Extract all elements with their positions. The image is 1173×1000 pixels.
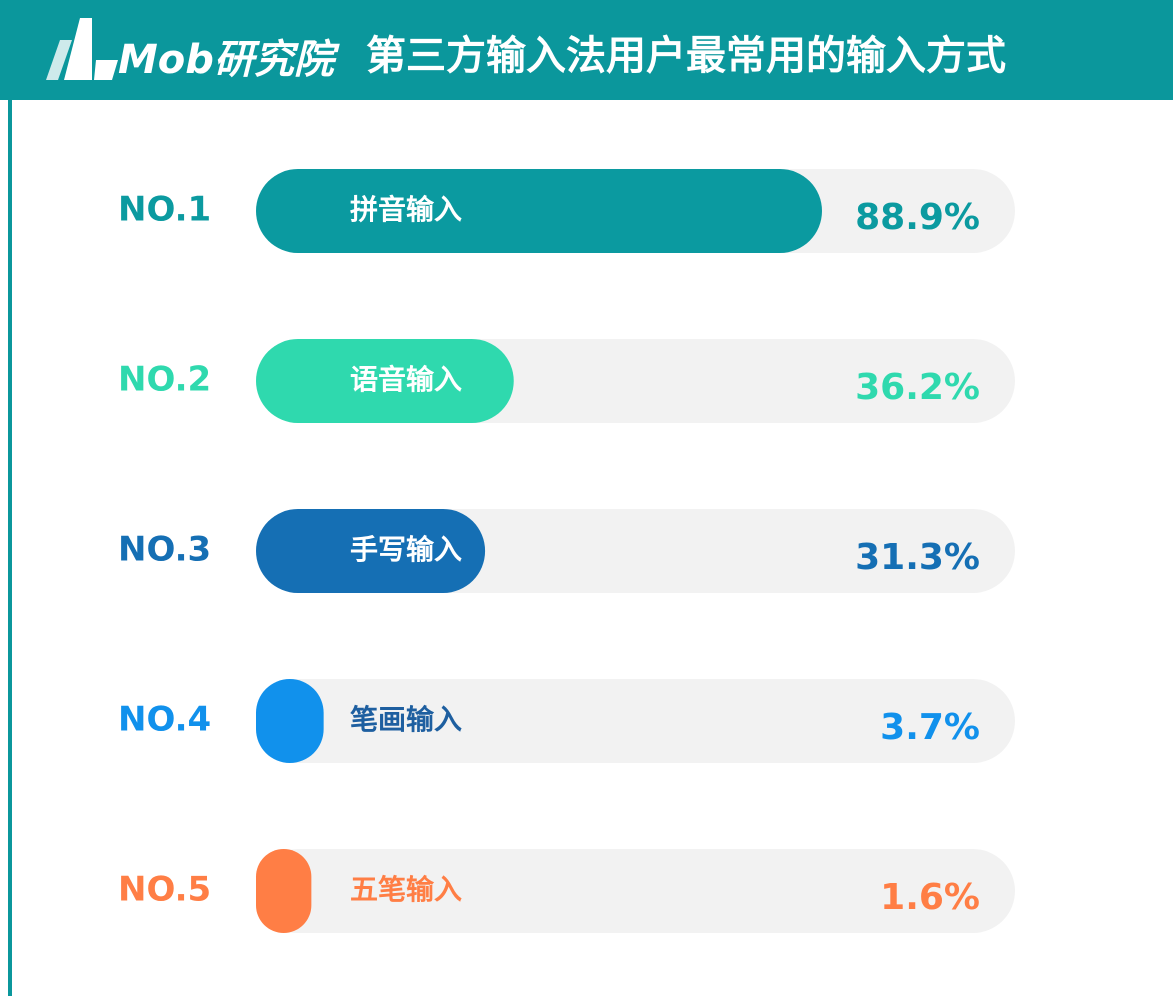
value-label: 31.3% [855, 537, 980, 578]
bar-track [256, 849, 1015, 933]
bar [256, 509, 486, 593]
rank-label: NO.2 [118, 360, 211, 400]
rank-label: NO.4 [118, 700, 211, 740]
logo-icon [64, 18, 92, 80]
value-label: 1.6% [880, 877, 980, 918]
rank-label: NO.1 [118, 190, 211, 230]
logo-icon [94, 60, 118, 80]
bar [256, 169, 822, 253]
header-bar [0, 0, 1173, 100]
bar [256, 849, 312, 933]
chart-title: 第三方输入法用户最常用的输入方式 [366, 33, 1006, 79]
bar-track [256, 679, 1015, 763]
category-label: 语音输入 [350, 363, 462, 396]
value-label: 3.7% [880, 707, 980, 748]
logo-text: Mob研究院 [118, 37, 340, 83]
rank-label: NO.3 [118, 530, 211, 570]
category-label: 手写输入 [350, 533, 462, 566]
category-label: 五笔输入 [350, 873, 462, 906]
value-label: 88.9% [855, 197, 980, 238]
category-label: 笔画输入 [350, 703, 462, 736]
bar [256, 679, 324, 763]
bar [256, 339, 514, 423]
rank-label: NO.5 [118, 870, 211, 910]
value-label: 36.2% [855, 367, 980, 408]
left-border [8, 100, 12, 996]
category-label: 拼音输入 [350, 193, 462, 226]
logo-icon [46, 40, 72, 80]
